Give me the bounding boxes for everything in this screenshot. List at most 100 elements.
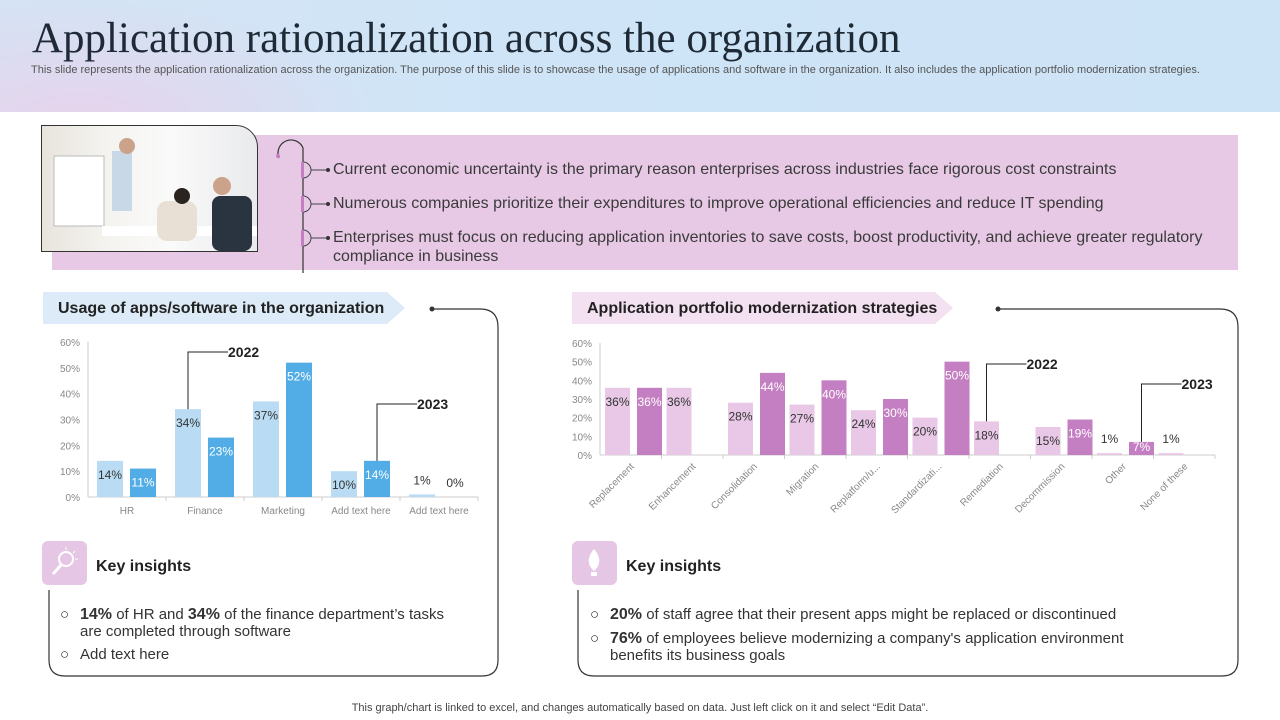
y-tick-label: 10% (60, 467, 80, 478)
data-label: 1% (413, 473, 431, 487)
bar-2022 (253, 401, 279, 497)
y-tick-label: 60% (60, 338, 80, 349)
y-tick-label: 20% (572, 414, 592, 425)
data-label: 20% (913, 425, 937, 439)
data-label: 0% (446, 476, 464, 490)
data-label: 44% (760, 380, 784, 394)
bar-2022 (605, 387, 630, 455)
y-tick-label: 30% (60, 416, 80, 427)
data-label: 19% (1068, 427, 1092, 441)
data-label: 18% (974, 428, 998, 442)
x-tick-label: Standardizati... (889, 461, 944, 516)
bar-2023 (883, 399, 908, 455)
data-label: 14% (98, 468, 122, 482)
bullet-circle-icon: ○ (60, 646, 70, 663)
bar-2022 (1158, 453, 1184, 455)
data-label: 28% (728, 410, 752, 424)
insight-text: of employees believe modernizing a compa… (610, 630, 1124, 664)
y-tick-label: 20% (60, 441, 80, 452)
x-tick-label: Remediation (958, 461, 1005, 508)
y-tick-label: 60% (572, 339, 592, 350)
bar-2023 (821, 380, 847, 455)
y-tick-label: 0% (578, 451, 593, 462)
bullet-circle-icon: ○ (590, 630, 600, 647)
bar-2022 (912, 417, 938, 455)
bar-2023 (1129, 441, 1154, 455)
series-annotation: 2023 (1182, 376, 1213, 392)
data-label: 34% (176, 416, 200, 430)
intro-bullet: Numerous companies prioritize their expe… (333, 195, 1104, 212)
insight-value: 76% (610, 630, 643, 647)
insight-item: ○ 76% of employees believe modernizing a… (590, 630, 1130, 664)
x-tick-label: Replacement (587, 461, 637, 511)
x-tick-label: Decommission (1013, 461, 1067, 515)
x-tick-label: Enhancement (647, 461, 699, 513)
photo-illustration (53, 138, 257, 251)
bar-2022 (1097, 453, 1122, 455)
insight-text: Add text here (80, 646, 170, 663)
y-tick-label: 30% (572, 395, 592, 406)
insight-text: of the finance department’s tasks are co… (80, 606, 444, 640)
data-label: 37% (254, 408, 278, 422)
bar-2022 (97, 460, 123, 497)
x-tick-label: Add text here (409, 506, 469, 517)
x-tick-label: Consolidation (709, 461, 760, 512)
bullet-circle-icon: ○ (590, 606, 600, 623)
bar-2022 (974, 421, 999, 455)
annotation-leader (986, 363, 1027, 422)
y-tick-label: 40% (60, 390, 80, 401)
annotation-leader (376, 403, 417, 461)
data-label: 11% (131, 476, 154, 490)
y-tick-label: 10% (572, 432, 592, 443)
x-tick-label: Marketing (261, 506, 305, 517)
y-tick-label: 50% (572, 358, 592, 369)
x-tick-label: Replatform/u... (829, 461, 883, 515)
insight-item: ○ 14% of HR and 34% of the finance depar… (60, 606, 460, 640)
header-band (0, 0, 1280, 112)
data-label: 30% (883, 406, 907, 420)
bar-2023 (208, 437, 234, 497)
bullet-circle-icon: ○ (60, 606, 70, 623)
key-insights-title: Key insights (626, 558, 722, 575)
bar-2022 (851, 410, 876, 455)
bar-2022 (1035, 427, 1061, 455)
data-label: 36% (667, 395, 691, 409)
page-subtitle: This slide represents the application ra… (31, 64, 1200, 76)
x-tick-label: Migration (785, 461, 822, 498)
bar-2022 (175, 409, 201, 497)
data-label: 24% (851, 417, 875, 431)
insight-value: 14% (80, 606, 113, 623)
bar-2022 (728, 402, 753, 455)
bar-2023 (286, 362, 312, 497)
bar-2023 (130, 468, 156, 497)
bar-2022 (789, 404, 815, 455)
y-tick-label: 0% (66, 493, 81, 504)
data-label: 23% (209, 445, 233, 459)
insight-value: 34% (187, 606, 220, 623)
data-label: 1% (1101, 432, 1119, 446)
insight-item: ○ 20% of staff agree that their present … (590, 606, 1150, 623)
data-label: 1% (1162, 432, 1180, 446)
data-label: 50% (945, 369, 969, 383)
intro-bullet: Current economic uncertainty is the prim… (333, 161, 1117, 178)
team-meeting-photo (41, 125, 258, 252)
data-label: 52% (287, 370, 311, 384)
x-tick-label: Other (1103, 461, 1129, 487)
insight-magnifier-icon (42, 541, 87, 585)
series-annotation: 2023 (417, 396, 448, 412)
data-label: 14% (365, 468, 389, 482)
bar-2022 (331, 471, 357, 497)
data-label: 27% (790, 412, 814, 426)
bar-2023 (364, 460, 390, 497)
left-panel-heading: Usage of apps/software in the organizati… (43, 292, 405, 324)
series-annotation: 2022 (1027, 356, 1058, 372)
bar-2023 (760, 372, 785, 455)
bar-2023 (944, 361, 970, 455)
insight-lightbulb-icon (572, 541, 617, 585)
y-tick-label: 40% (572, 376, 592, 387)
insight-text: of HR and (112, 606, 188, 623)
bar-2022 (666, 387, 692, 455)
bar-2023 (637, 387, 662, 455)
insight-value: 20% (610, 606, 643, 623)
strategies-bar-chart: 0% 10% 20% 30% 40% 50% 60% 36% 36% Replacement 36%… (572, 339, 1216, 516)
